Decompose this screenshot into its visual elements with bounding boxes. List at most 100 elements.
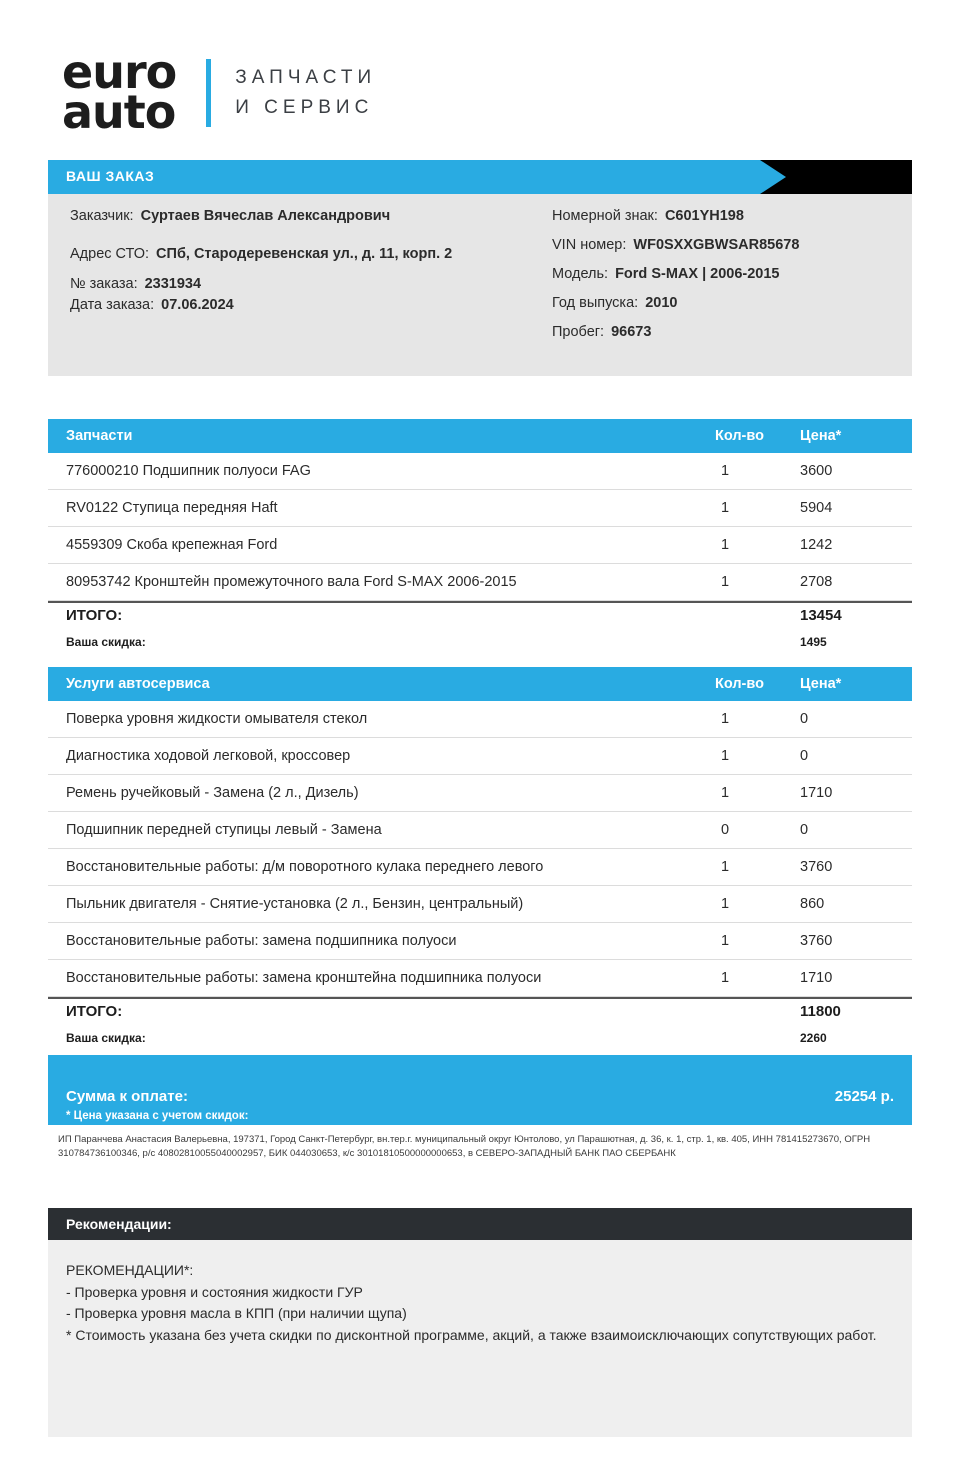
parts-total-label: ИТОГО:	[66, 607, 123, 624]
services-total-label: ИТОГО:	[66, 1003, 123, 1020]
services-discount-value: 2260	[800, 1031, 827, 1045]
arrow-right-icon	[760, 160, 786, 194]
order-number-row: № заказа: 2331934	[70, 276, 520, 292]
row-qty: 0	[721, 822, 730, 838]
legal-fine-print: ИП Паранчева Анастасия Валерьевна, 19737…	[58, 1134, 871, 1159]
row-name: Диагностика ходовой легковой, кроссовер	[66, 748, 351, 764]
parts-table: Запчасти Кол-во Цена* 776000210 Подшипни…	[48, 419, 912, 659]
customer-name-value: Суртаев Вячеслав Александрович	[140, 208, 391, 224]
model-label: Модель:	[552, 266, 609, 282]
mileage-label: Пробег:	[552, 324, 605, 340]
table-row: 80953742 Кронштейн промежуточного вала F…	[48, 564, 912, 601]
parts-header-qty: Кол-во	[715, 428, 764, 444]
tagline-line-2: И СЕРВИС	[235, 97, 374, 118]
row-qty: 1	[721, 711, 730, 727]
model-value: Ford S-MAX | 2006-2015	[615, 266, 780, 282]
row-name: 80953742 Кронштейн промежуточного вала F…	[66, 574, 517, 590]
order-number-label: № заказа:	[70, 276, 138, 292]
year-row: Год выпуска: 2010	[552, 295, 902, 311]
table-row: 4559309 Скоба крепежная Ford 1 1242	[48, 527, 912, 564]
row-name: Восстановительные работы: замена кронште…	[66, 970, 542, 986]
logo-line-auto: auto	[62, 85, 176, 139]
vin-label: VIN номер:	[552, 237, 627, 253]
parts-discount-label: Ваша скидка:	[66, 635, 146, 649]
recommendations-panel: РЕКОМЕНДАЦИИ*: - Проверка уровня и состо…	[48, 1240, 912, 1437]
services-discount-label: Ваша скидка:	[66, 1031, 146, 1045]
table-row: Ремень ручейковый - Замена (2 л., Дизель…	[48, 775, 912, 812]
recommendations-text: РЕКОМЕНДАЦИИ*: - Проверка уровня и состо…	[66, 1260, 878, 1347]
services-table-header: Услуги автосервиса Кол-во Цена*	[48, 667, 912, 701]
row-qty: 1	[721, 896, 730, 912]
row-price: 1710	[800, 785, 833, 801]
row-price: 860	[800, 896, 825, 912]
row-price: 0	[800, 711, 809, 727]
model-row: Модель: Ford S-MAX | 2006-2015	[552, 266, 902, 282]
plate-value: C601YH198	[664, 208, 744, 224]
parts-total-value: 13454	[800, 607, 842, 624]
parts-header-price: Цена*	[800, 428, 842, 444]
order-banner: ВАШ ЗАКАЗ	[48, 160, 912, 194]
table-row: Поверка уровня жидкости омывателя стекол…	[48, 701, 912, 738]
row-qty: 1	[721, 970, 730, 986]
row-name: Пыльник двигателя - Снятие-установка (2 …	[66, 896, 524, 912]
station-address-value: СПб, Стародеревенская ул., д. 11, корп. …	[156, 246, 453, 262]
row-price: 0	[800, 748, 809, 764]
row-qty: 1	[721, 859, 730, 875]
parts-total-row: ИТОГО: 13454	[48, 601, 912, 629]
recommendations-header: Рекомендации:	[48, 1208, 912, 1240]
row-price: 1242	[800, 537, 833, 553]
row-price: 2708	[800, 574, 833, 590]
order-date-row: Дата заказа: 07.06.2024	[70, 297, 520, 313]
table-row: Восстановительные работы: д/м поворотног…	[48, 849, 912, 886]
services-header-qty: Кол-во	[715, 676, 764, 692]
plate-label: Номерной знак:	[552, 208, 658, 224]
payment-note: * Цена указана с учетом скидок:	[66, 1110, 249, 1122]
mileage-row: Пробег: 96673	[552, 324, 902, 340]
row-name: RV0122 Ступица передняя Haft	[66, 500, 278, 516]
services-total-row: ИТОГО: 11800	[48, 997, 912, 1025]
row-qty: 1	[721, 933, 730, 949]
parts-header-name: Запчасти	[66, 428, 133, 444]
payment-label: Сумма к оплате:	[66, 1088, 188, 1105]
row-price: 3760	[800, 933, 833, 949]
parts-table-body: 776000210 Подшипник полуоси FAG 1 3600 RV01…	[48, 453, 912, 601]
row-price: 3600	[800, 463, 833, 479]
row-qty: 1	[721, 463, 730, 479]
row-name: Ремень ручейковый - Замена (2 л., Дизель…	[66, 785, 359, 801]
table-row: Восстановительные работы: замена подшипн…	[48, 923, 912, 960]
recommendations-body: РЕКОМЕНДАЦИИ*: - Проверка уровня и состо…	[66, 1262, 877, 1344]
customer-name-row: Заказчик: Суртаев Вячеслав Александрович	[70, 208, 520, 224]
logo-line-euro: euro	[62, 45, 177, 100]
payment-summary: Сумма к оплате: 25254 р. * Цена указана …	[48, 1055, 912, 1125]
order-info-panel: Заказчик: Суртаев Вячеслав Александрович…	[48, 194, 912, 376]
year-label: Год выпуска:	[552, 295, 639, 311]
table-row: Восстановительные работы: замена кронште…	[48, 960, 912, 997]
services-header-name: Услуги автосервиса	[66, 676, 210, 692]
logo-tagline: ЗАПЧАСТИ И СЕРВИС	[235, 67, 376, 119]
parts-table-header: Запчасти Кол-во Цена*	[48, 419, 912, 453]
order-banner-blue-bar	[48, 160, 760, 194]
station-address-row: Адрес СТО: СПб, Стародеревенская ул., д.…	[70, 246, 520, 262]
order-banner-title: ВАШ ЗАКАЗ	[66, 168, 155, 184]
customer-info-group: Заказчик: Суртаев Вячеслав Александрович…	[70, 208, 520, 318]
row-qty: 1	[721, 500, 730, 516]
parts-discount-row: Ваша скидка: 1495	[48, 629, 912, 659]
services-total-value: 11800	[800, 1003, 841, 1020]
recommendations-header-label: Рекомендации:	[66, 1216, 172, 1232]
payment-amount: 25254 р.	[834, 1088, 894, 1105]
vehicle-info-group: Номерной знак: C601YH198 VIN номер: WF0S…	[552, 208, 902, 353]
parts-discount-value: 1495	[800, 635, 827, 649]
table-row: Пыльник двигателя - Снятие-установка (2 …	[48, 886, 912, 923]
station-address-label: Адрес СТО:	[70, 246, 150, 262]
services-table-body: Поверка уровня жидкости омывателя стекол…	[48, 701, 912, 997]
row-price: 1710	[800, 970, 833, 986]
plate-row: Номерной знак: C601YH198	[552, 208, 902, 224]
mileage-value: 96673	[611, 324, 652, 340]
row-name: Восстановительные работы: замена подшипн…	[66, 933, 457, 949]
table-row: RV0122 Ступица передняя Haft 1 5904	[48, 490, 912, 527]
row-name: 776000210 Подшипник полуоси FAG	[66, 463, 311, 479]
row-qty: 1	[721, 748, 730, 764]
row-name: Подшипник передней ступицы левый - Замен…	[66, 822, 382, 838]
order-date-value: 07.06.2024	[161, 297, 234, 313]
table-row: 776000210 Подшипник полуоси FAG 1 3600	[48, 453, 912, 490]
